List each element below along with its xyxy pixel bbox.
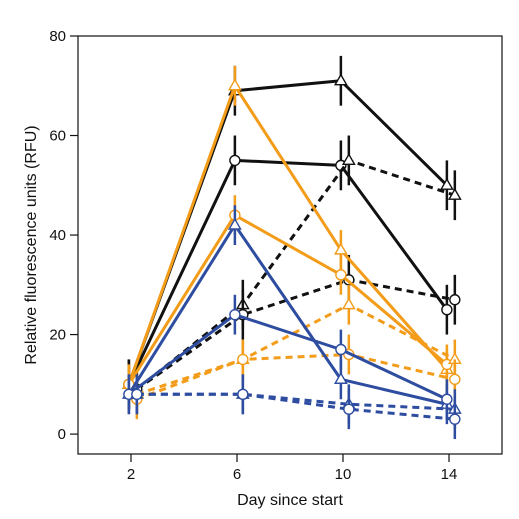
data-point (229, 308, 241, 321)
data-point (341, 297, 356, 310)
series-line (127, 158, 449, 385)
data-point (333, 242, 348, 255)
data-point (237, 353, 249, 366)
plot-frame (77, 35, 503, 455)
y-axis-ticks: 0 20 40 60 80 (49, 28, 78, 443)
data-point (333, 371, 348, 384)
y-tick-label: 80 (49, 28, 66, 45)
series-orange-solid-triangle (121, 65, 454, 405)
series-line (127, 223, 448, 406)
data-point (449, 413, 461, 425)
x-tick-label: 10 (335, 466, 352, 483)
data-point (439, 177, 454, 190)
y-tick-label: 0 (58, 426, 66, 443)
y-tick-label: 60 (49, 128, 66, 145)
series-orange-dashed-circle (131, 334, 461, 420)
series-line (135, 278, 456, 391)
series-line (127, 79, 448, 385)
series-line (127, 213, 448, 386)
x-tick-label: 14 (441, 466, 458, 483)
data-point (447, 187, 462, 200)
series-line (136, 303, 456, 396)
data-point (441, 303, 453, 316)
series-line (127, 84, 449, 385)
series-blue-solid-circle (123, 294, 453, 420)
series-line (127, 313, 448, 401)
data-point (227, 217, 242, 230)
series-blue-dashed-circle (131, 374, 461, 440)
data-point (341, 153, 356, 166)
series-line (135, 158, 456, 391)
data-point (335, 269, 347, 281)
data-point (343, 403, 355, 415)
x-axis-label: Day since start (237, 492, 343, 509)
data-point (333, 73, 348, 86)
series-line (136, 392, 455, 421)
data-point (131, 388, 143, 400)
data-point (449, 373, 461, 386)
data-point (441, 393, 453, 405)
series-black-solid-circle (123, 135, 453, 410)
data-point (449, 294, 461, 306)
y-tick-label: 40 (49, 227, 66, 244)
x-tick-label: 2 (127, 466, 135, 483)
data-point (229, 154, 241, 167)
data-point (335, 343, 347, 356)
x-axis-ticks: 2 6 10 14 (127, 454, 458, 483)
series-line (136, 352, 456, 401)
data-point (237, 388, 249, 400)
x-tick-label: 6 (233, 466, 241, 483)
y-tick-label: 20 (49, 327, 66, 344)
data-point (227, 78, 242, 91)
series-layer (121, 55, 462, 440)
y-axis-label: Relative fluorescence units (RFU) (23, 125, 40, 364)
